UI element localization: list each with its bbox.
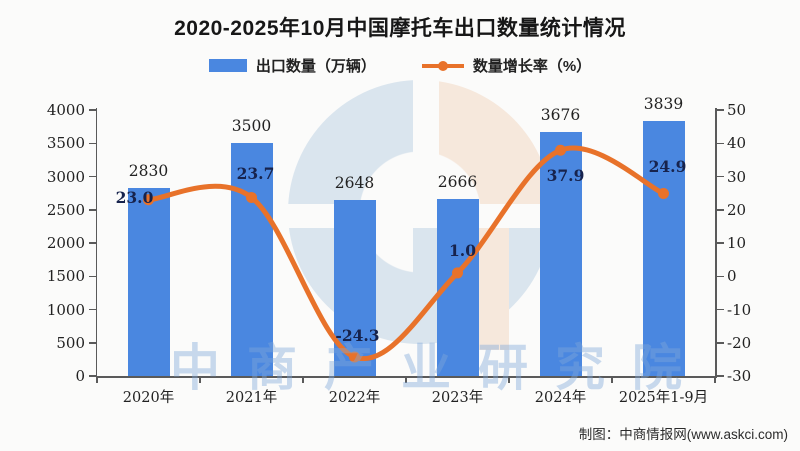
- y-axis-left-tick: [88, 308, 96, 311]
- growth-rate-value-label: 24.9: [648, 157, 687, 177]
- y-axis-right-tick: [716, 308, 724, 311]
- y-axis-right-tick-label: 30: [727, 167, 747, 186]
- y-axis-right-tick: [716, 175, 724, 178]
- bar-value-label: 3839: [643, 94, 684, 113]
- y-axis-left-tick: [88, 175, 96, 178]
- bar-value-label: 2830: [128, 161, 169, 180]
- x-axis-tick: [714, 377, 716, 383]
- y-axis-left-tick-label: 3500: [46, 134, 85, 153]
- growth-rate-value-label: -24.3: [335, 326, 380, 346]
- logo-inner-tongue-icon: [413, 228, 439, 292]
- export-volume-bar: [642, 120, 685, 376]
- growth-rate-marker-icon: [658, 187, 669, 199]
- chart-title: 2020-2025年10月中国摩托车出口数量统计情况: [174, 17, 626, 40]
- growth-rate-marker-icon: [452, 267, 463, 279]
- line-swatch-dot-icon: [437, 60, 448, 71]
- x-axis-tick: [611, 377, 613, 383]
- y-axis-left-tick: [88, 209, 96, 211]
- y-axis-right-tick: [716, 275, 724, 277]
- y-axis-left-tick-label: 2000: [46, 234, 85, 252]
- x-axis-tick: [96, 377, 98, 383]
- y-axis-right-tick-label: 10: [727, 234, 747, 252]
- bar-value-label: 2648: [334, 173, 375, 192]
- x-axis-category-label: 2023年: [431, 390, 484, 406]
- y-axis-right-tick: [716, 342, 724, 344]
- y-axis-left-tick-label: 1500: [46, 267, 85, 286]
- y-axis-left-tick: [88, 342, 96, 344]
- growth-rate-value-label: 37.9: [546, 166, 585, 186]
- x-axis-category-label: 2022年: [328, 390, 381, 406]
- y-axis-left-tick: [88, 275, 96, 277]
- watermark-text: 中商产业研究院: [170, 340, 709, 396]
- y-axis-left-tick-label: 2500: [46, 200, 85, 219]
- x-axis: [95, 376, 717, 378]
- y-axis-left: [95, 108, 97, 378]
- x-axis-category-label: 2024年: [534, 390, 587, 406]
- x-axis-category-label: 2020年: [122, 390, 175, 406]
- credit-text: 制图：中商情报网(www.askci.com): [578, 427, 788, 442]
- bar-value-label: 2666: [437, 172, 478, 191]
- y-axis-right-tick-label: -30: [727, 367, 752, 385]
- bar-series-swatch-icon: [208, 58, 247, 72]
- y-axis-left-tick-label: 4000: [46, 101, 85, 119]
- growth-rate-value-label: 1.0: [449, 240, 476, 260]
- logo-cross-horizontal: [284, 204, 556, 228]
- y-axis-right-tick: [716, 209, 724, 211]
- y-axis-right-tick: [716, 109, 724, 111]
- export-volume-bar: [230, 143, 273, 376]
- y-axis-left-tick: [88, 375, 96, 377]
- growth-rate-value-label: 23.0: [115, 187, 154, 207]
- y-axis-left-tick: [88, 142, 96, 144]
- growth-rate-marker-icon: [143, 194, 154, 206]
- x-axis-category-label: 2021年: [225, 390, 278, 406]
- export-volume-bar: [127, 187, 170, 376]
- x-axis-tick: [405, 377, 407, 383]
- legend: 出口数量（万辆） 数量增长率（%）: [0, 54, 800, 76]
- growth-rate-marker-icon: [555, 144, 566, 156]
- growth-rate-marker-icon: [349, 351, 360, 363]
- y-axis-right: [715, 108, 717, 378]
- y-axis-right-tick-label: 20: [727, 200, 747, 219]
- line-series-swatch-icon: [421, 59, 464, 72]
- y-axis-left-tick-label: 1000: [46, 300, 85, 319]
- y-axis-left-tick: [88, 109, 96, 111]
- legend-item-export-volume: 出口数量（万辆）: [208, 55, 376, 76]
- y-axis-right-tick-label: -20: [727, 333, 752, 352]
- x-axis-tick: [302, 377, 304, 383]
- y-axis-right-tick-label: 0: [727, 267, 737, 286]
- bar-value-label: 3500: [231, 117, 272, 136]
- y-axis-right-tick-label: 40: [727, 134, 747, 153]
- x-axis-tick: [508, 377, 510, 383]
- legend-item-growth-rate: 数量增长率（%）: [421, 55, 592, 76]
- y-axis-right-tick: [716, 242, 724, 244]
- y-axis-left-tick-label: 500: [56, 333, 85, 352]
- x-axis-category-label: 2025年1-9月: [618, 390, 709, 406]
- y-axis-left-tick-label: 0: [75, 367, 85, 385]
- y-axis-right-tick: [716, 142, 724, 144]
- export-volume-bar: [539, 131, 582, 376]
- y-axis-right-tick-label: 50: [727, 101, 747, 119]
- growth-rate-value-label: 23.7: [236, 164, 275, 184]
- legend-label-growth-rate: 数量增长率（%）: [472, 57, 592, 75]
- y-axis-left-tick-label: 3000: [46, 167, 85, 186]
- legend-label-export-volume: 出口数量（万辆）: [255, 57, 376, 75]
- bar-value-label: 3676: [540, 105, 581, 124]
- y-axis-right-tick: [716, 375, 724, 377]
- growth-rate-marker-icon: [246, 191, 257, 203]
- x-axis-tick: [199, 377, 201, 383]
- logo-cross-vertical: [413, 76, 439, 204]
- y-axis-left-tick: [88, 242, 96, 244]
- y-axis-right-tick-label: -10: [727, 300, 752, 319]
